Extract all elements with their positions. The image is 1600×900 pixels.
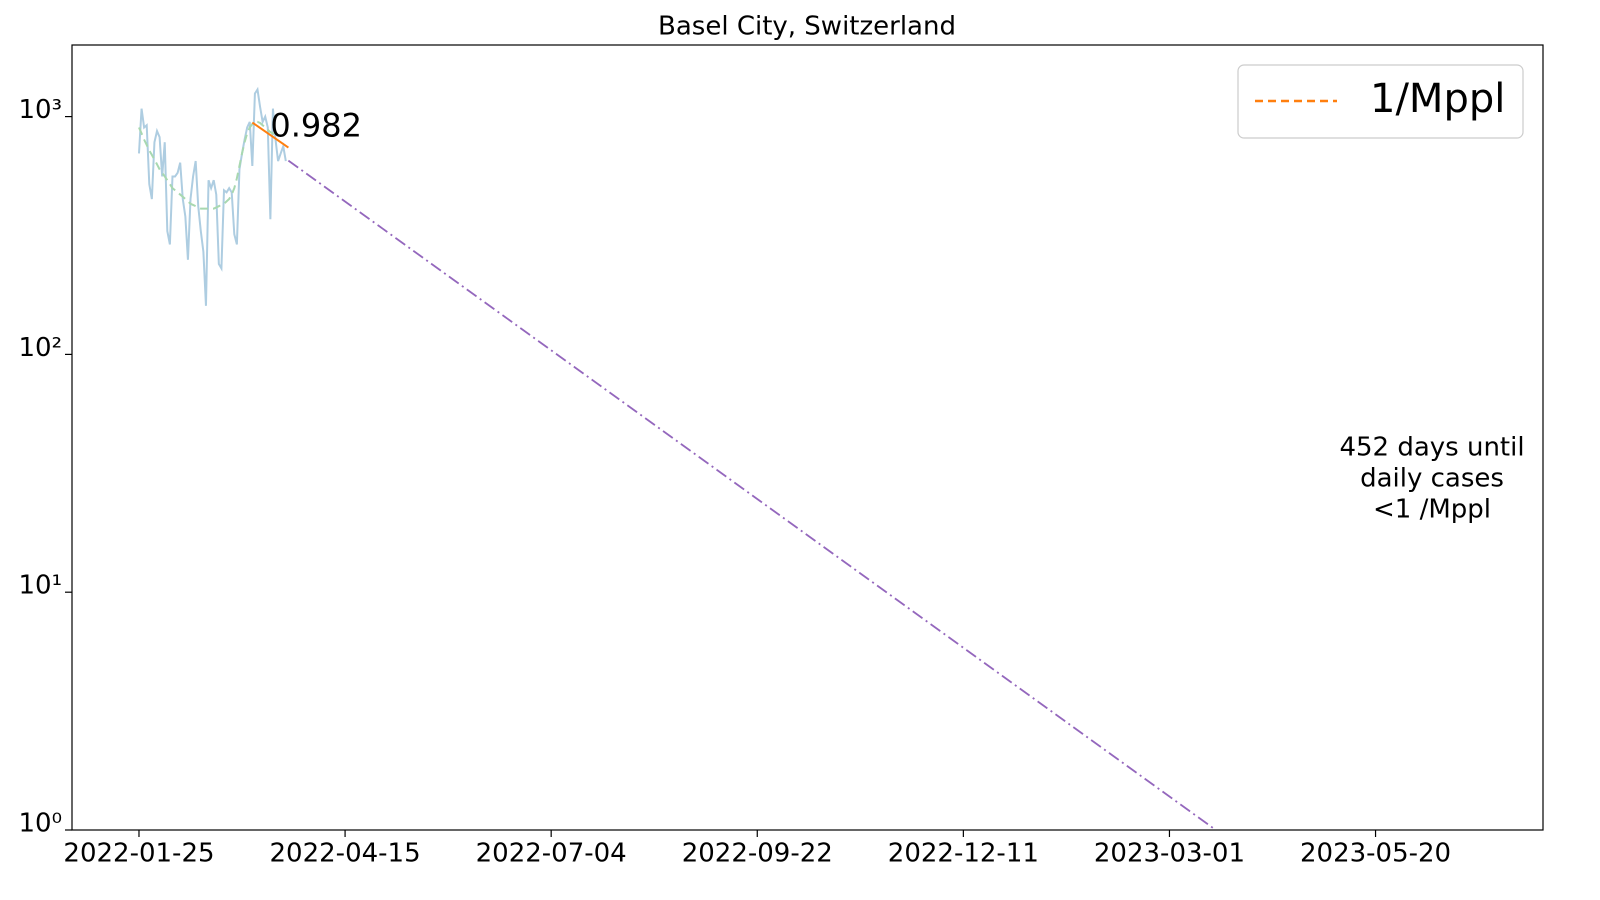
series-line bbox=[137, 86, 287, 306]
legend-label: 1/Mppl bbox=[1370, 76, 1505, 122]
projection-note: <1 /Mppl bbox=[1373, 495, 1491, 525]
y-tick-label: 10¹ bbox=[18, 571, 62, 601]
x-tick-label: 2023-03-01 bbox=[1094, 839, 1245, 869]
x-tick-label: 2022-07-04 bbox=[476, 839, 627, 869]
chart-title: Basel City, Switzerland bbox=[658, 12, 956, 42]
x-tick-label: 2022-01-25 bbox=[63, 839, 214, 869]
fit-line bbox=[251, 121, 289, 149]
projection-line bbox=[287, 159, 1217, 831]
y-tick-label: 10⁰ bbox=[18, 809, 62, 839]
x-tick-label: 2022-12-11 bbox=[888, 839, 1039, 869]
x-tick-label: 2022-09-22 bbox=[682, 839, 833, 869]
x-tick-label: 2023-05-20 bbox=[1300, 839, 1451, 869]
y-tick-label: 10² bbox=[18, 333, 62, 363]
fit-label: 0.982 bbox=[270, 107, 362, 145]
projection-note: daily cases bbox=[1360, 464, 1504, 494]
plot-frame bbox=[71, 44, 1544, 831]
y-tick-label: 10³ bbox=[18, 95, 62, 125]
projection-note: 452 days until bbox=[1339, 433, 1524, 463]
legend-box bbox=[1237, 64, 1524, 139]
x-tick-label: 2022-04-15 bbox=[270, 839, 421, 869]
